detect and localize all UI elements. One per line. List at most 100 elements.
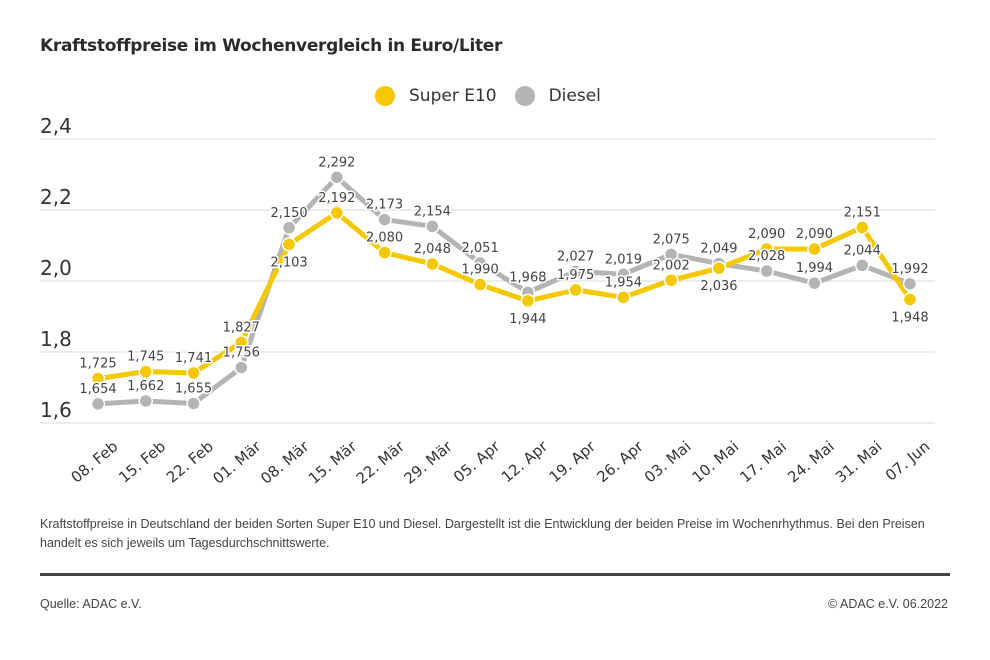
legend-marker-super-e10 xyxy=(375,86,395,106)
data-point-diesel xyxy=(854,258,870,273)
data-point-super-e10 xyxy=(234,335,249,350)
data-label-super-e10: 1,990 xyxy=(462,263,499,278)
data-point-super-e10 xyxy=(186,365,201,381)
data-label-diesel: 2,150 xyxy=(270,206,307,221)
y-tick-label: 1,8 xyxy=(40,327,72,351)
data-label-super-e10: 2,080 xyxy=(366,231,403,246)
data-label-diesel: 1,992 xyxy=(891,262,928,277)
data-label-super-e10: 1,975 xyxy=(557,268,594,283)
data-point-super-e10 xyxy=(425,256,440,272)
data-point-diesel xyxy=(472,255,488,271)
data-label-diesel: 2,292 xyxy=(318,155,355,170)
source-note: Quelle: ADAC e.V. xyxy=(40,597,142,611)
y-tick-label: 1,6 xyxy=(40,398,72,422)
data-label-super-e10: 2,103 xyxy=(270,255,307,270)
legend-label-diesel: Diesel xyxy=(548,86,601,106)
chart-caption: Kraftstoffpreise in Deutschland der beid… xyxy=(40,517,925,550)
data-label-diesel: 2,049 xyxy=(700,242,737,257)
data-label-super-e10: 1,741 xyxy=(175,351,212,366)
data-point-super-e10 xyxy=(711,260,727,276)
x-tick-label: 15. Feb xyxy=(115,437,169,486)
legend-item-super-e10: Super E10 xyxy=(375,86,497,106)
x-tick-label: 12. Apr xyxy=(498,437,552,486)
y-tick-label: 2,0 xyxy=(40,256,72,280)
x-tick-label: 31. Mai xyxy=(832,437,886,486)
data-point-diesel xyxy=(90,396,106,412)
data-point-super-e10 xyxy=(854,220,870,235)
x-tick-label: 22. Mär xyxy=(353,437,409,488)
data-label-diesel: 1,654 xyxy=(79,382,116,397)
data-label-super-e10: 1,944 xyxy=(509,312,546,327)
y-tick-label: 2,2 xyxy=(40,185,72,209)
data-label-super-e10: 2,090 xyxy=(796,227,833,242)
data-point-super-e10 xyxy=(138,364,154,379)
data-label-super-e10: 2,002 xyxy=(653,258,690,273)
legend-marker-diesel xyxy=(514,86,535,106)
data-point-diesel xyxy=(377,212,392,227)
data-label-diesel: 1,655 xyxy=(175,381,212,396)
data-label-super-e10: 1,745 xyxy=(127,350,164,365)
x-tick-label: 05. Apr xyxy=(450,437,504,486)
data-point-super-e10 xyxy=(90,371,106,386)
data-point-super-e10 xyxy=(616,290,631,305)
data-point-diesel xyxy=(616,267,631,282)
data-point-super-e10 xyxy=(520,293,536,309)
x-tick-label: 01. Mär xyxy=(209,437,265,488)
data-point-super-e10 xyxy=(472,277,488,292)
data-point-diesel xyxy=(663,247,679,262)
data-label-super-e10: 1,725 xyxy=(79,357,116,372)
data-point-super-e10 xyxy=(568,282,583,298)
data-point-diesel xyxy=(186,396,201,411)
data-label-diesel: 2,027 xyxy=(557,249,594,264)
x-tick-label: 19. Apr xyxy=(546,437,600,486)
x-tick-label: 08. Mär xyxy=(257,437,313,488)
data-label-super-e10: 2,192 xyxy=(318,191,355,206)
data-label-diesel: 2,044 xyxy=(844,243,881,258)
data-point-super-e10 xyxy=(759,241,774,257)
x-tick-label: 07. Jun xyxy=(882,437,933,484)
x-tick-label: 03. Mai xyxy=(641,437,695,486)
data-label-super-e10: 1,954 xyxy=(605,275,642,290)
x-tick-label: 22. Feb xyxy=(163,437,217,486)
data-point-diesel xyxy=(138,393,154,409)
copyright-note: © ADAC e.V. 06.2022 xyxy=(828,597,948,611)
data-label-super-e10: 1,827 xyxy=(223,320,260,335)
data-point-diesel xyxy=(568,264,583,279)
x-tick-label: 29. Mär xyxy=(400,437,456,488)
data-point-diesel xyxy=(759,263,774,279)
x-tick-label: 15. Mär xyxy=(305,437,361,488)
data-point-super-e10 xyxy=(329,205,345,221)
data-label-super-e10: 1,948 xyxy=(891,310,928,325)
data-label-diesel: 2,075 xyxy=(653,232,690,247)
data-label-diesel: 1,756 xyxy=(223,346,260,361)
series-line-diesel xyxy=(97,174,911,407)
data-point-diesel xyxy=(807,275,822,291)
legend-item-diesel: Diesel xyxy=(514,86,601,106)
data-point-diesel xyxy=(902,276,918,292)
footer-divider xyxy=(40,573,950,576)
legend-label-super-e10: Super E10 xyxy=(409,86,497,106)
x-tick-label: 08. Feb xyxy=(67,437,121,486)
y-tick-label: 2,4 xyxy=(40,114,72,138)
x-tick-label: 26. Apr xyxy=(593,437,647,486)
data-label-diesel: 2,154 xyxy=(414,204,451,219)
data-label-diesel: 1,662 xyxy=(127,379,164,394)
data-label-diesel: 2,019 xyxy=(605,252,642,267)
chart-title: Kraftstoffpreise im Wochenvergleich in E… xyxy=(40,36,503,56)
data-point-diesel xyxy=(281,220,297,235)
data-point-super-e10 xyxy=(902,292,918,307)
data-label-diesel: 1,968 xyxy=(509,270,546,285)
data-point-diesel xyxy=(329,170,345,185)
data-point-super-e10 xyxy=(377,245,392,260)
data-label-super-e10: 2,090 xyxy=(748,227,785,242)
series-line-super-e10 xyxy=(97,210,913,382)
x-tick-label: 24. Mai xyxy=(784,437,838,486)
data-point-super-e10 xyxy=(281,237,297,252)
data-point-super-e10 xyxy=(807,241,822,257)
data-label-diesel: 1,994 xyxy=(796,261,833,276)
data-label-super-e10: 2,036 xyxy=(700,279,737,294)
data-label-diesel: 2,028 xyxy=(748,249,785,264)
data-point-diesel xyxy=(234,360,249,375)
data-point-diesel xyxy=(425,219,440,234)
